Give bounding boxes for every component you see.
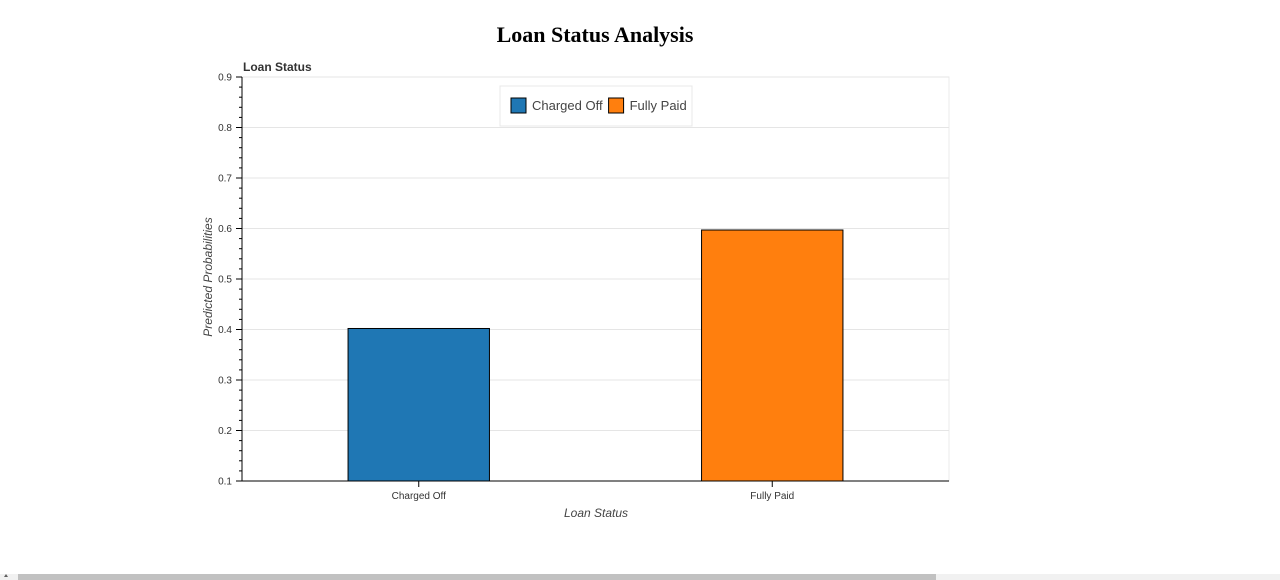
legend-swatch (510, 97, 527, 114)
y-tick-label: 0.2 (218, 426, 232, 437)
y-axis-label: Predicted Probabilities (201, 217, 215, 336)
x-tick-label: Fully Paid (750, 491, 794, 502)
legend-label: Fully Paid (630, 98, 687, 113)
y-tick-label: 0.5 (218, 275, 232, 286)
legend-swatch (608, 97, 625, 114)
y-tick-label: 0.1 (218, 477, 232, 488)
y-tick-label: 0.6 (218, 224, 232, 235)
x-axis-label: Loan Status (564, 506, 628, 520)
y-tick-label: 0.4 (218, 325, 232, 336)
legend-box (499, 85, 693, 127)
bars (347, 229, 844, 482)
x-tick-label: Charged Off (392, 491, 447, 502)
scrollbar-thumb[interactable] (18, 574, 936, 580)
page-title: Loan Status Analysis (496, 22, 694, 47)
legend-label: Charged Off (532, 98, 603, 113)
chart-title: Loan Status (243, 60, 312, 74)
y-tick-label: 0.8 (218, 123, 232, 134)
legend: Charged Off Fully Paid (499, 85, 693, 127)
x-ticks: Charged Off Fully Paid (392, 481, 794, 502)
bar-charged-off[interactable] (347, 327, 490, 482)
y-tick-label: 0.3 (218, 376, 232, 387)
scroll-left-arrow-icon[interactable] (4, 574, 8, 577)
y-tick-label: 0.7 (218, 174, 232, 185)
bar-fully-paid[interactable] (701, 229, 844, 482)
horizontal-scrollbar[interactable] (0, 574, 1280, 580)
y-ticks: 0.1 0.2 0.3 0.4 0.5 0.6 0.7 0.8 0.9 (218, 73, 242, 488)
y-tick-label: 0.9 (218, 73, 232, 84)
